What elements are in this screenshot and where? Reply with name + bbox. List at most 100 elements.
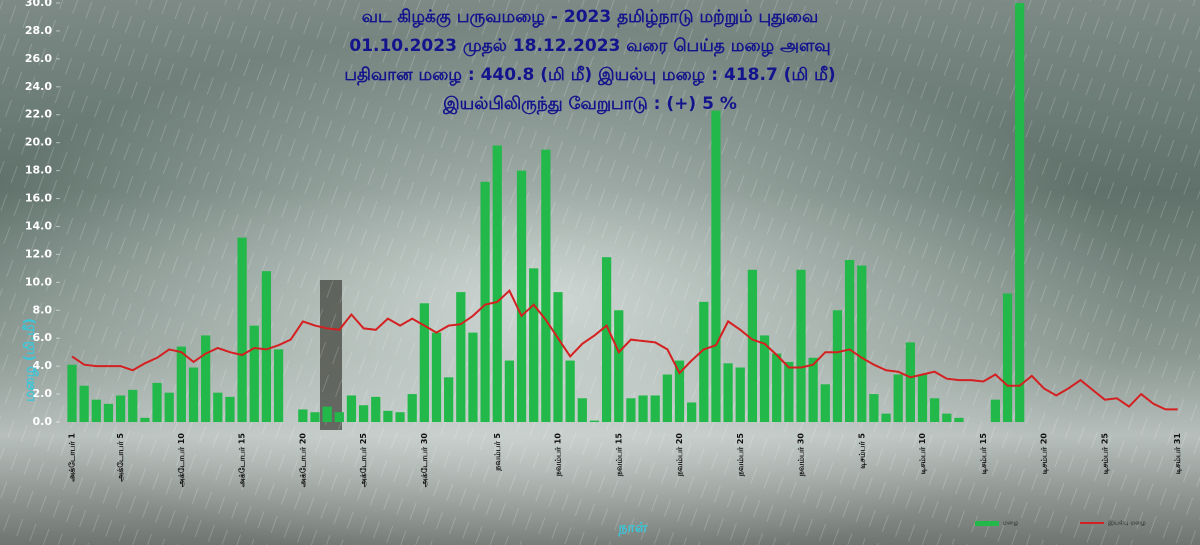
- bar: [857, 265, 867, 422]
- bar: [407, 394, 417, 422]
- bar: [444, 377, 454, 422]
- y-tick-label: 20.0: [25, 136, 52, 149]
- bar: [759, 335, 770, 422]
- bar: [213, 392, 223, 422]
- chart-title: வட கிழக்கு பருவமழை - 2023 தமிழ்நாடு மற்ற…: [362, 7, 819, 27]
- bar: [577, 398, 587, 422]
- bar: [869, 394, 879, 422]
- bar: [103, 403, 114, 422]
- x-tick-label: நவம்பர் 10: [554, 433, 564, 478]
- bar: [905, 342, 915, 422]
- y-tick-label: 18.0: [25, 164, 52, 177]
- bar: [844, 259, 855, 422]
- x-tick-label: அக்டோபர் 10: [177, 433, 186, 488]
- y-tick-label: 22.0: [25, 108, 52, 121]
- bar: [529, 268, 539, 422]
- x-tick-label: நவம்பர் 15: [614, 433, 624, 478]
- bar: [273, 349, 284, 422]
- x-tick-label: டிசம்பர் 5: [857, 433, 867, 469]
- bar: [796, 269, 806, 422]
- bar: [164, 392, 174, 422]
- bar: [808, 357, 818, 422]
- bar: [371, 396, 381, 422]
- bar: [115, 395, 126, 422]
- bar: [152, 382, 162, 422]
- bar: [322, 406, 332, 422]
- bar: [346, 395, 357, 422]
- bar: [468, 332, 478, 422]
- bar: [1002, 293, 1013, 422]
- y-tick-label: 2.0: [33, 387, 53, 400]
- bar: [176, 346, 186, 422]
- bar: [565, 360, 575, 422]
- bar: [723, 363, 733, 422]
- bar: [504, 360, 515, 422]
- y-tick-label: 14.0: [25, 219, 52, 232]
- bar: [772, 353, 782, 422]
- bar: [492, 145, 502, 422]
- bar: [699, 301, 709, 422]
- bar: [990, 399, 1001, 422]
- x-tick-label: நவம்பர் 25: [736, 433, 746, 478]
- bar: [249, 325, 259, 422]
- bar: [383, 410, 393, 422]
- bar: [67, 364, 77, 422]
- x-axis-title: நாள்: [618, 520, 648, 537]
- bar: [711, 110, 721, 422]
- bar: [431, 332, 442, 422]
- bar: [930, 398, 940, 422]
- bar: [942, 413, 952, 422]
- bar: [310, 412, 320, 422]
- bar: [298, 409, 308, 422]
- bar: [91, 399, 101, 422]
- y-tick-label: 26.0: [25, 52, 52, 65]
- bar: [261, 271, 272, 422]
- x-tick-label: அக்டோபர் 5: [116, 433, 125, 482]
- bar: [225, 396, 235, 422]
- y-tick-label: 16.0: [25, 192, 52, 205]
- bar: [893, 374, 903, 422]
- x-tick-label: அக்டோபர் 15: [238, 433, 247, 488]
- bar: [201, 335, 211, 422]
- bar: [662, 374, 672, 422]
- bar: [881, 413, 891, 422]
- bar: [784, 361, 794, 422]
- x-tick-label: டிசம்பர் 31: [1173, 433, 1183, 475]
- bar: [747, 269, 758, 422]
- x-tick-label: நவம்பர் 20: [675, 433, 685, 478]
- bar: [917, 374, 928, 422]
- annotation: பதிவான மழை : 440.8 (மி மீ) இயல்பு மழை : …: [344, 65, 835, 85]
- bar: [735, 367, 745, 422]
- legend-label: மழை: [1003, 520, 1019, 527]
- bar: [614, 310, 624, 422]
- bar: [820, 384, 830, 422]
- bar: [832, 310, 843, 422]
- bar: [687, 402, 697, 422]
- y-tick-label: 0.0: [33, 415, 53, 428]
- y-tick-label: 28.0: [25, 24, 52, 37]
- y-axis-title: மழை (மி.மீ): [22, 318, 39, 402]
- x-tick-label: அக்டோபர் 25: [359, 433, 368, 488]
- bar: [601, 257, 612, 422]
- bar: [358, 405, 369, 422]
- x-tick-label: டிசம்பர் 10: [918, 433, 928, 475]
- bar: [237, 237, 247, 422]
- legend-swatch: [975, 521, 999, 526]
- bar: [589, 420, 600, 422]
- bar: [954, 417, 964, 422]
- x-tick-label: டிசம்பர் 20: [1040, 433, 1050, 475]
- bar: [128, 389, 138, 422]
- y-tick-label: 30.0: [25, 0, 52, 9]
- bar: [674, 360, 685, 422]
- bar: [79, 385, 89, 422]
- bar: [638, 395, 648, 422]
- x-tick-label: அக்டோபர் 20: [298, 433, 307, 488]
- bar: [553, 292, 563, 422]
- bar: [456, 292, 466, 422]
- x-tick-label: அக்டோபர் 30: [420, 433, 429, 488]
- bar: [541, 149, 551, 422]
- chart-subtitle: 01.10.2023 முதல் 18.12.2023 வரை பெய்த மழ…: [349, 36, 830, 56]
- bar: [1015, 3, 1025, 422]
